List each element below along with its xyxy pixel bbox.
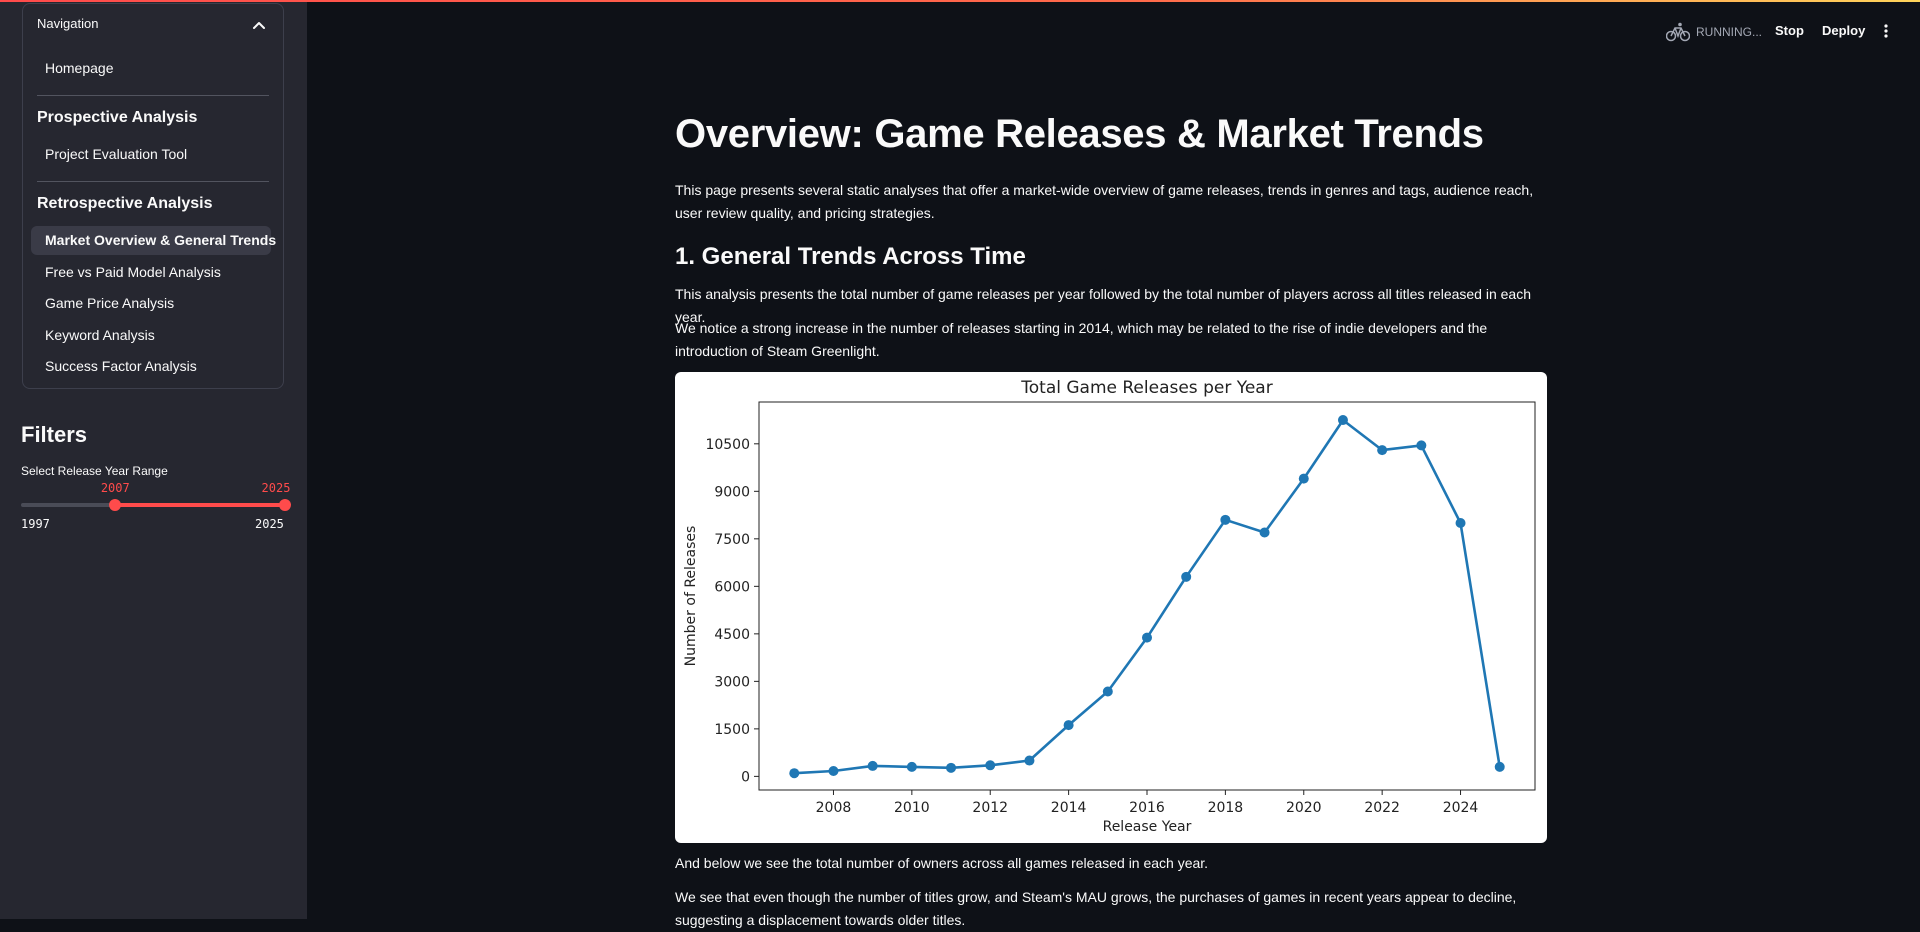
series-line: [794, 418, 1501, 775]
x-tick-label: 2008: [816, 800, 852, 816]
y-tick-label: 10500: [705, 437, 750, 453]
x-tick-label: 2018: [1208, 800, 1244, 816]
y-tick-label: 4500: [714, 627, 750, 643]
slider-low-value: 2007: [100, 481, 130, 495]
data-point: [789, 768, 800, 779]
x-tick-label: 2010: [894, 800, 930, 816]
slider-thumb-high[interactable]: [279, 499, 291, 511]
y-tick-label: 0: [741, 769, 750, 785]
data-point: [1494, 761, 1505, 772]
line-chart: Total Game Releases per Year 0 1500 3000 450…: [683, 378, 1536, 835]
section-title: 1. General Trends Across Time: [675, 243, 1026, 270]
y-tick-label: 6000: [714, 579, 750, 595]
data-point: [1220, 514, 1231, 525]
y-tick-label: 3000: [714, 674, 750, 690]
after-chart-paragraph-1: And below we see the total number of own…: [675, 855, 1209, 871]
stop-button[interactable]: Stop: [1775, 23, 1804, 38]
data-point: [1142, 632, 1152, 643]
sidebar-item-game-price[interactable]: Game Price Analysis: [45, 295, 175, 311]
slider-selected-range: [115, 503, 285, 507]
data-point: [1377, 445, 1388, 456]
data-point: [1298, 473, 1309, 484]
x-axis-label: Release Year: [1103, 819, 1192, 835]
running-status: RUNNING...: [1666, 22, 1762, 42]
slider-thumb-low[interactable]: [109, 499, 122, 511]
slider-label: Select Release Year Range: [21, 464, 168, 478]
data-point: [1102, 686, 1113, 697]
x-tick-label: 2012: [972, 800, 1008, 816]
filters-title: Filters: [21, 422, 88, 447]
section-title-retrospective: Retrospective Analysis: [37, 195, 213, 212]
data-point: [1024, 755, 1035, 766]
navigation-title[interactable]: Navigation: [37, 16, 99, 31]
data-point: [906, 761, 917, 772]
data-point: [1416, 440, 1427, 451]
y-tick-label: 1500: [714, 722, 750, 738]
sidebar-item-free-vs-paid[interactable]: Free vs Paid Model Analysis: [45, 264, 221, 280]
slider-max-label: 2025: [255, 517, 284, 531]
sidebar-item-market-overview[interactable]: Market Overview & General Trends: [31, 226, 276, 255]
section-title-prospective: Prospective Analysis: [37, 109, 198, 126]
page-title: Overview: Game Releases & Market Trends: [675, 112, 1484, 156]
plot-frame: [758, 401, 1536, 791]
after-chart-paragraph-2: We see that even though the number of ti…: [675, 889, 1517, 928]
x-tick-label: 2024: [1443, 800, 1479, 816]
data-point: [1455, 517, 1466, 528]
deploy-button[interactable]: Deploy: [1822, 23, 1866, 38]
data-point: [1337, 415, 1348, 426]
sidebar-item-keyword[interactable]: Keyword Analysis: [45, 327, 155, 343]
section-paragraph-2: We notice a strong increase in the numbe…: [675, 320, 1488, 359]
sidebar-item-success-factor[interactable]: Success Factor Analysis: [45, 358, 197, 374]
data-point: [985, 760, 996, 771]
slider-high-value: 2025: [261, 481, 291, 495]
y-tick-label: 7500: [714, 532, 750, 548]
divider: [37, 95, 269, 96]
y-tick-label: 9000: [714, 484, 750, 500]
chevron-up-icon[interactable]: [251, 20, 267, 30]
sidebar-item-project-evaluation-tool[interactable]: Project Evaluation Tool: [45, 146, 188, 162]
sidebar: Navigation Homepage Prospective Analysis…: [0, 0, 307, 919]
release-year-slider[interactable]: [21, 499, 291, 511]
chart-title: Total Game Releases per Year: [1020, 378, 1272, 398]
data-point: [828, 765, 839, 776]
x-tick-label: 2014: [1051, 800, 1087, 816]
more-vertical-icon[interactable]: [1879, 22, 1893, 40]
data-point: [1259, 527, 1270, 538]
x-tick-label: 2016: [1129, 800, 1165, 816]
sidebar-item-homepage[interactable]: Homepage: [45, 60, 114, 76]
data-point: [1063, 720, 1074, 731]
x-tick-label: 2022: [1364, 800, 1400, 816]
divider: [37, 181, 269, 182]
top-accent-bar: [0, 0, 1920, 2]
data-point: [1181, 571, 1192, 582]
intro-paragraph: This page presents several static analys…: [675, 182, 1534, 221]
slider-min-label: 1997: [21, 517, 50, 531]
bicycle-icon: [1666, 22, 1690, 42]
section-paragraph-1: This analysis presents the total number …: [675, 286, 1531, 325]
data-point: [867, 760, 878, 771]
x-tick-label: 2020: [1286, 800, 1322, 816]
releases-chart: Total Game Releases per Year 0 1500 3000 450…: [675, 372, 1547, 843]
navigation-panel: Navigation Homepage Prospective Analysis…: [22, 3, 284, 389]
running-label: RUNNING...: [1696, 25, 1762, 39]
data-point: [946, 762, 957, 773]
y-axis-label: Number of Releases: [683, 526, 699, 667]
